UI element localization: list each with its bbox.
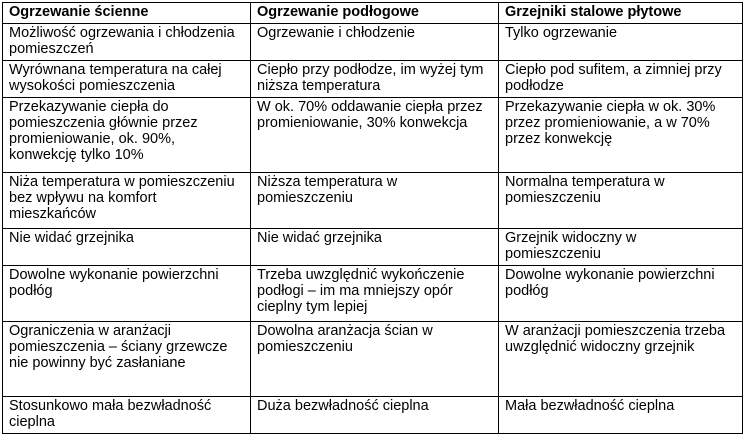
header-wall-heating: Ogrzewanie ścienne [2, 2, 251, 24]
table-cell: Przekazywanie ciepła do pomieszczenia gł… [2, 97, 251, 173]
table-cell: Tylko ogrzewanie [498, 23, 743, 61]
table-cell: W aranżacji pomieszczenia trzeba uwzględ… [498, 321, 743, 397]
table-cell: Normalna temperatura w pomieszczeniu [498, 172, 743, 229]
table-cell: Grzejnik widoczny w pomieszczeniu [498, 228, 743, 266]
table-cell: Ciepło pod sufitem, a zimniej przy podło… [498, 60, 743, 98]
table-cell: W ok. 70% oddawanie ciepła przez promien… [250, 97, 499, 173]
table-cell: Przekazywanie ciepła w ok. 30% przez pro… [498, 97, 743, 173]
table-cell: Nie widać grzejnika [250, 228, 499, 266]
table-cell: Wyrównana temperatura na całej wysokości… [2, 60, 251, 98]
table-cell: Ogrzewanie i chłodzenie [250, 23, 499, 61]
table-cell: Mała bezwładność cieplna [498, 396, 743, 434]
comparison-table: Ogrzewanie ścienne Ogrzewanie podłogowe … [2, 2, 743, 434]
table-cell: Trzeba uwzględnić wykończenie podłogi – … [250, 265, 499, 322]
header-row: Ogrzewanie ścienne Ogrzewanie podłogowe … [2, 2, 743, 24]
table-cell: Możliwość ogrzewania i chłodzenia pomies… [2, 23, 251, 61]
table-cell: Ciepło przy podłodze, im wyżej tym niższ… [250, 60, 499, 98]
table-cell: Stosunkowo mała bezwładność cieplna [2, 396, 251, 434]
table-row: Wyrównana temperatura na całej wysokości… [2, 60, 743, 98]
table-row: Dowolne wykonanie powierzchni podłóg Trz… [2, 265, 743, 322]
header-steel-radiators: Grzejniki stalowe płytowe [498, 2, 743, 24]
table-cell: Niższa temperatura w pomieszczeniu [250, 172, 499, 229]
table-cell: Nie widać grzejnika [2, 228, 251, 266]
table-cell: Niża temperatura w pomieszczeniu bez wpł… [2, 172, 251, 229]
table-row: Przekazywanie ciepła do pomieszczenia gł… [2, 97, 743, 173]
table-cell: Dowolna aranżacja ścian w pomieszczeniu [250, 321, 499, 397]
table-row: Niża temperatura w pomieszczeniu bez wpł… [2, 172, 743, 229]
table-cell: Dowolne wykonanie powierzchni podłóg [498, 265, 743, 322]
table-cell: Duża bezwładność cieplna [250, 396, 499, 434]
table-row: Możliwość ogrzewania i chłodzenia pomies… [2, 23, 743, 61]
table-row: Stosunkowo mała bezwładność cieplna Duża… [2, 396, 743, 434]
table-cell: Dowolne wykonanie powierzchni podłóg [2, 265, 251, 322]
table-row: Nie widać grzejnika Nie widać grzejnika … [2, 228, 743, 266]
table-cell: Ograniczenia w aranżacji pomieszczenia –… [2, 321, 251, 397]
table-row: Ograniczenia w aranżacji pomieszczenia –… [2, 321, 743, 397]
header-floor-heating: Ogrzewanie podłogowe [250, 2, 499, 24]
